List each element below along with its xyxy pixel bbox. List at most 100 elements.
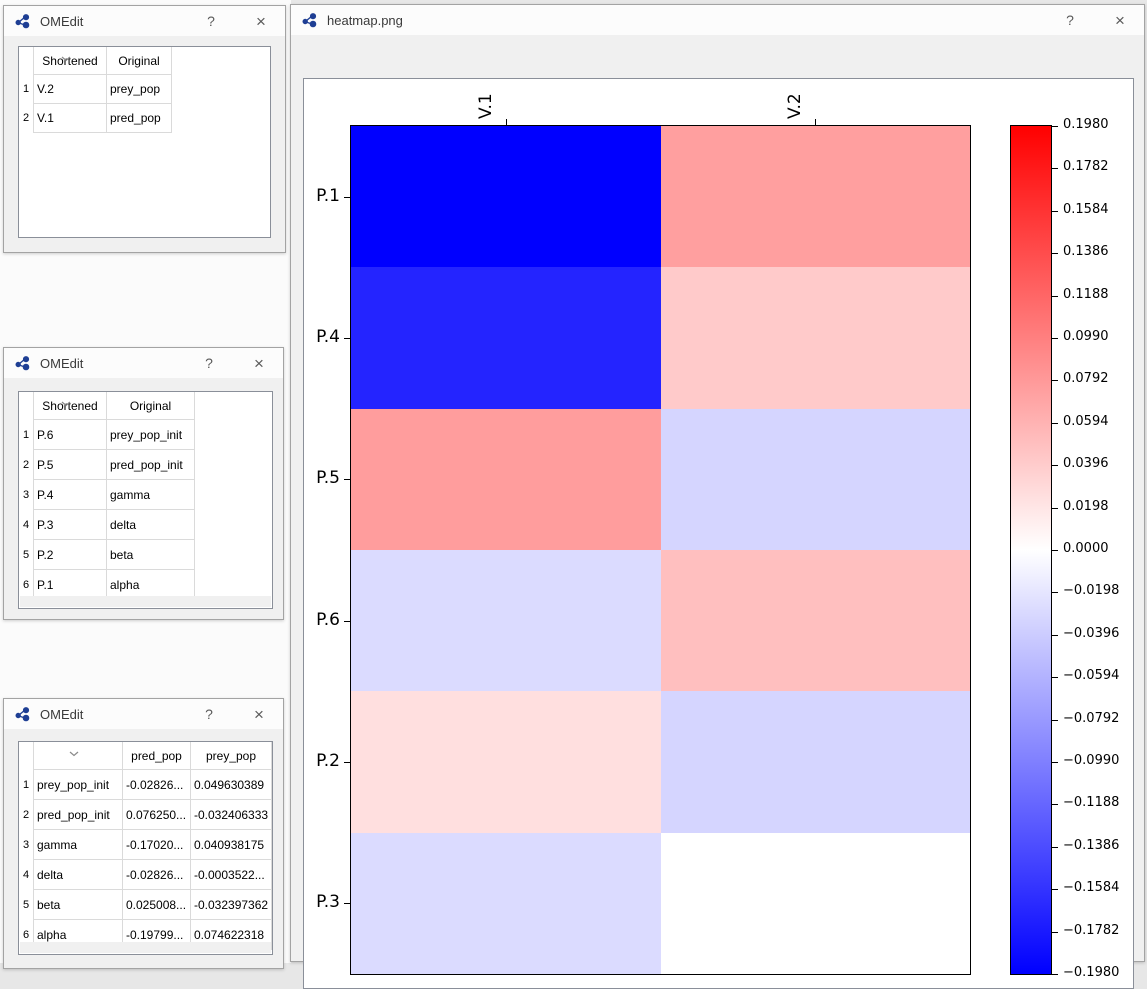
table-row[interactable]: 4 delta -0.02826... -0.0003522... (19, 859, 272, 890)
colorbar-tick-label: 0.0000 (1063, 541, 1109, 556)
cell-shortened[interactable]: P.3 (33, 509, 107, 540)
table-row[interactable]: 1 P.6 prey_pop_init (19, 419, 195, 450)
help-button[interactable]: ? (205, 355, 213, 371)
heatmap-row-label: P.4 (316, 327, 340, 347)
cell-original[interactable]: delta (106, 509, 195, 540)
colorbar-tick (1052, 295, 1058, 297)
cell-prey-pop[interactable]: 0.040938175 (190, 829, 272, 860)
table-row[interactable]: 1 prey_pop_init -0.02826... 0.049630389 (19, 769, 272, 800)
cell-original[interactable]: pred_pop_init (106, 449, 195, 480)
table-header-row: Shortened Original (19, 392, 195, 420)
y-axis-tick (344, 479, 350, 481)
window-body: Shortened Original 1 V.2 prey_pop 2 V.1 … (4, 36, 285, 252)
cell-original[interactable]: beta (106, 539, 195, 570)
corner-header[interactable] (19, 392, 34, 420)
row-number: 2 (19, 799, 34, 830)
cell-shortened[interactable]: V.1 (33, 103, 107, 133)
cell-pred-pop[interactable]: -0.17020... (122, 829, 191, 860)
cell-name[interactable]: pred_pop_init (33, 799, 123, 830)
cell-original[interactable]: pred_pop (106, 103, 172, 133)
column-header-shortened[interactable]: Shortened (33, 47, 107, 75)
table-row[interactable]: 5 P.2 beta (19, 539, 195, 570)
row-number: 4 (19, 509, 34, 540)
cell-name[interactable]: delta (33, 859, 123, 890)
cell-shortened[interactable]: P.5 (33, 449, 107, 480)
cell-shortened[interactable]: P.4 (33, 479, 107, 510)
cell-shortened[interactable]: P.6 (33, 419, 107, 450)
cell-name[interactable]: prey_pop_init (33, 769, 123, 800)
cell-shortened[interactable]: P.2 (33, 539, 107, 570)
colorbar-tick (1052, 507, 1058, 509)
help-button[interactable]: ? (205, 706, 213, 722)
column-header-original[interactable]: Original (106, 392, 195, 420)
column-header-original[interactable]: Original (106, 47, 172, 75)
colorbar-tick-label: 0.1782 (1063, 159, 1109, 175)
heatmap-cell (351, 832, 661, 974)
colorbar-tick-label: −0.0792 (1063, 710, 1120, 726)
table-row[interactable]: 4 P.3 delta (19, 509, 195, 540)
window-title: OMEdit (40, 706, 84, 722)
heatmap-row-label: P.5 (316, 468, 340, 489)
column-header-shortened[interactable]: Shortened (33, 392, 107, 420)
colorbar-tick-label: 0.0990 (1063, 329, 1109, 344)
cell-prey-pop[interactable]: 0.049630389 (190, 769, 272, 800)
table-frame: Shortened Original 1 P.6 prey_pop_init 2… (18, 391, 273, 609)
table-row[interactable]: 6 P.1 alpha (19, 569, 195, 600)
close-button[interactable]: × (254, 353, 264, 373)
table-row[interactable]: 1 V.2 prey_pop (19, 74, 172, 104)
heatmap-cell (660, 267, 970, 409)
cell-original[interactable]: alpha (106, 569, 195, 600)
corner-header[interactable] (19, 742, 34, 770)
cell-prey-pop[interactable]: -0.032397362 (190, 889, 272, 920)
variables-table: Shortened Original 1 V.2 prey_pop 2 V.1 … (19, 47, 172, 133)
table-row[interactable]: 2 pred_pop_init 0.076250... -0.032406333 (19, 799, 272, 830)
cell-pred-pop[interactable]: 0.076250... (122, 799, 191, 830)
cell-shortened[interactable]: P.1 (33, 569, 107, 600)
heatmap-canvas: P.1 P.4 P.5 P.6 P.2 P.3 V.1 V.2 0.1980 0.1782 0.15… (303, 78, 1134, 989)
window-titlebar[interactable]: OMEdit ? × (4, 348, 283, 378)
table-frame: pred_pop prey_pop 1 prey_pop_init -0.028… (18, 741, 273, 955)
colorbar-tick-label: 0.1188 (1063, 286, 1109, 302)
row-number: 3 (19, 829, 34, 860)
colorbar-tick-label: −0.0396 (1063, 625, 1120, 641)
cell-original[interactable]: gamma (106, 479, 195, 510)
cell-pred-pop[interactable]: -0.02826... (122, 859, 191, 890)
column-header-prey-pop[interactable]: prey_pop (190, 742, 272, 770)
help-button[interactable]: ? (1066, 12, 1074, 28)
colorbar-tick (1052, 889, 1058, 891)
table-row[interactable]: 2 V.1 pred_pop (19, 103, 172, 133)
window-titlebar[interactable]: OMEdit ? × (4, 6, 285, 36)
y-axis-tick (344, 196, 350, 198)
close-button[interactable]: × (256, 11, 266, 31)
cell-original[interactable]: prey_pop (106, 74, 172, 104)
column-header-name[interactable] (33, 742, 123, 770)
table-row[interactable]: 2 P.5 pred_pop_init (19, 449, 195, 480)
close-button[interactable]: × (254, 704, 264, 724)
column-header-pred-pop[interactable]: pred_pop (122, 742, 191, 770)
table-row[interactable]: 5 beta 0.025008... -0.032397362 (19, 889, 272, 920)
cell-name[interactable]: gamma (33, 829, 123, 860)
cell-pred-pop[interactable]: 0.025008... (122, 889, 191, 920)
colorbar-tick (1052, 931, 1058, 933)
y-axis-tick (344, 620, 350, 622)
colorbar-tick-label: −0.0990 (1063, 753, 1120, 768)
heatmap-window: heatmap.png ? × P.1 P.4 P.5 P.6 P.2 P.3 V.1 V.2… (290, 4, 1145, 989)
cell-original[interactable]: prey_pop_init (106, 419, 195, 450)
colorbar-tick (1052, 168, 1058, 170)
window-titlebar[interactable]: OMEdit ? × (4, 699, 283, 729)
corner-header[interactable] (19, 47, 34, 75)
close-button[interactable]: × (1115, 10, 1125, 30)
window-titlebar[interactable]: heatmap.png ? × (291, 5, 1144, 35)
table-row[interactable]: 3 gamma -0.17020... 0.040938175 (19, 829, 272, 860)
omedit-window-values: OMEdit ? × pred_pop prey_pop 1 (3, 698, 284, 969)
sort-indicator-icon (69, 744, 79, 757)
parameters-table: Shortened Original 1 P.6 prey_pop_init 2… (19, 392, 195, 600)
cell-prey-pop[interactable]: -0.0003522... (190, 859, 272, 890)
heatmap-cell (660, 408, 970, 550)
cell-name[interactable]: beta (33, 889, 123, 920)
cell-shortened[interactable]: V.2 (33, 74, 107, 104)
cell-pred-pop[interactable]: -0.02826... (122, 769, 191, 800)
help-button[interactable]: ? (207, 13, 215, 29)
cell-prey-pop[interactable]: -0.032406333 (190, 799, 272, 830)
table-row[interactable]: 3 P.4 gamma (19, 479, 195, 510)
